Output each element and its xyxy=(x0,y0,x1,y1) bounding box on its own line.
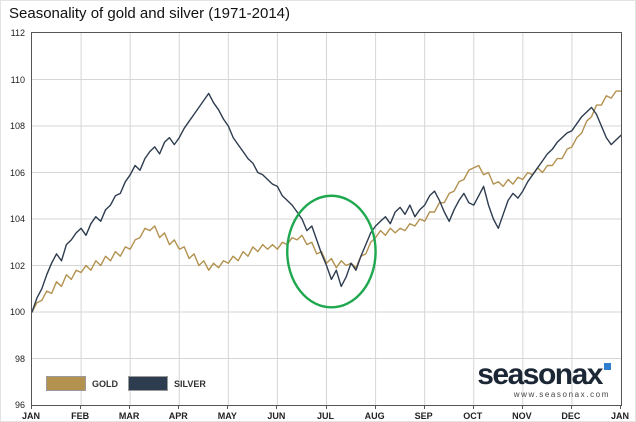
x-axis-tick xyxy=(80,405,82,409)
x-axis-tick xyxy=(276,405,278,409)
x-axis-tick-label: AUG xyxy=(364,411,385,421)
highlight-circle xyxy=(286,194,377,309)
y-axis-tick-label: 104 xyxy=(9,214,25,224)
x-axis-tick-label: SEP xyxy=(414,411,433,421)
x-axis-tick-label: MAY xyxy=(217,411,237,421)
seasonax-logo-text: seasonax xyxy=(477,358,603,391)
legend-item-silver: SILVER xyxy=(128,376,206,391)
x-axis-tick-label: DEC xyxy=(561,411,581,421)
x-axis-tick xyxy=(31,405,32,409)
chart-area: GOLD SILVER seasonax www.seasonax.com xyxy=(31,32,622,406)
y-axis-tick-label: 98 xyxy=(14,353,25,364)
y-axis-tick-label: 102 xyxy=(9,260,25,271)
x-axis-tick xyxy=(178,405,180,409)
y-axis: 96 98 100 102 104 106 108 110 112 xyxy=(1,28,28,410)
x-axis-tick-label: APR xyxy=(168,411,188,421)
seasonax-url: www.seasonax.com xyxy=(513,390,610,399)
x-axis-tick-label: JAN xyxy=(610,411,630,421)
x-axis-tick-label: JAN xyxy=(21,411,41,421)
silver-legend-label: SILVER xyxy=(174,378,206,389)
x-axis-tick-label: NOV xyxy=(512,411,532,421)
silver-swatch xyxy=(128,376,168,391)
x-axis-tick xyxy=(325,405,327,409)
x-axis-tick xyxy=(620,405,621,409)
x-axis-tick-label: FEB xyxy=(71,411,90,421)
x-axis-tick xyxy=(374,405,376,409)
x-axis-tick-label: JUL xyxy=(316,411,335,421)
x-axis-tick xyxy=(570,405,572,409)
x-axis-tick xyxy=(472,405,474,409)
seasonax-branding: seasonax www.seasonax.com xyxy=(477,360,611,399)
x-axis-tick xyxy=(129,405,131,409)
x-axis-tick xyxy=(521,405,523,409)
x-axis-tick xyxy=(227,405,229,409)
gold-legend-label: GOLD xyxy=(92,378,118,389)
x-axis-tick xyxy=(423,405,425,409)
y-axis-tick-label: 110 xyxy=(10,74,25,85)
x-axis-tick-label: OCT xyxy=(463,411,483,421)
y-axis-tick-label: 106 xyxy=(9,167,25,178)
y-axis-tick-label: 96 xyxy=(14,400,25,410)
y-axis-tick-label: 112 xyxy=(10,28,25,38)
silver-line xyxy=(32,92,621,313)
gold-swatch xyxy=(46,376,86,391)
x-axis: JAN FEB MAR APR MAY JUN JUL AUG SEP OCT NOV DEC JAN xyxy=(22,405,629,421)
gold-line xyxy=(32,90,621,313)
chart-plot xyxy=(32,33,621,405)
seasonax-logo: seasonax xyxy=(477,360,611,390)
y-axis-tick-label: 100 xyxy=(9,307,25,317)
logo-accent-square-icon xyxy=(604,363,611,370)
chart-legend: GOLD SILVER xyxy=(46,376,206,391)
y-axis-tick-label: 108 xyxy=(9,121,25,131)
legend-item-gold: GOLD xyxy=(46,376,118,391)
x-axis-tick-label: MAR xyxy=(118,411,140,421)
chart-title: Seasonality of gold and silver (1971-201… xyxy=(9,5,291,22)
x-axis-tick-label: JUN xyxy=(267,411,286,421)
